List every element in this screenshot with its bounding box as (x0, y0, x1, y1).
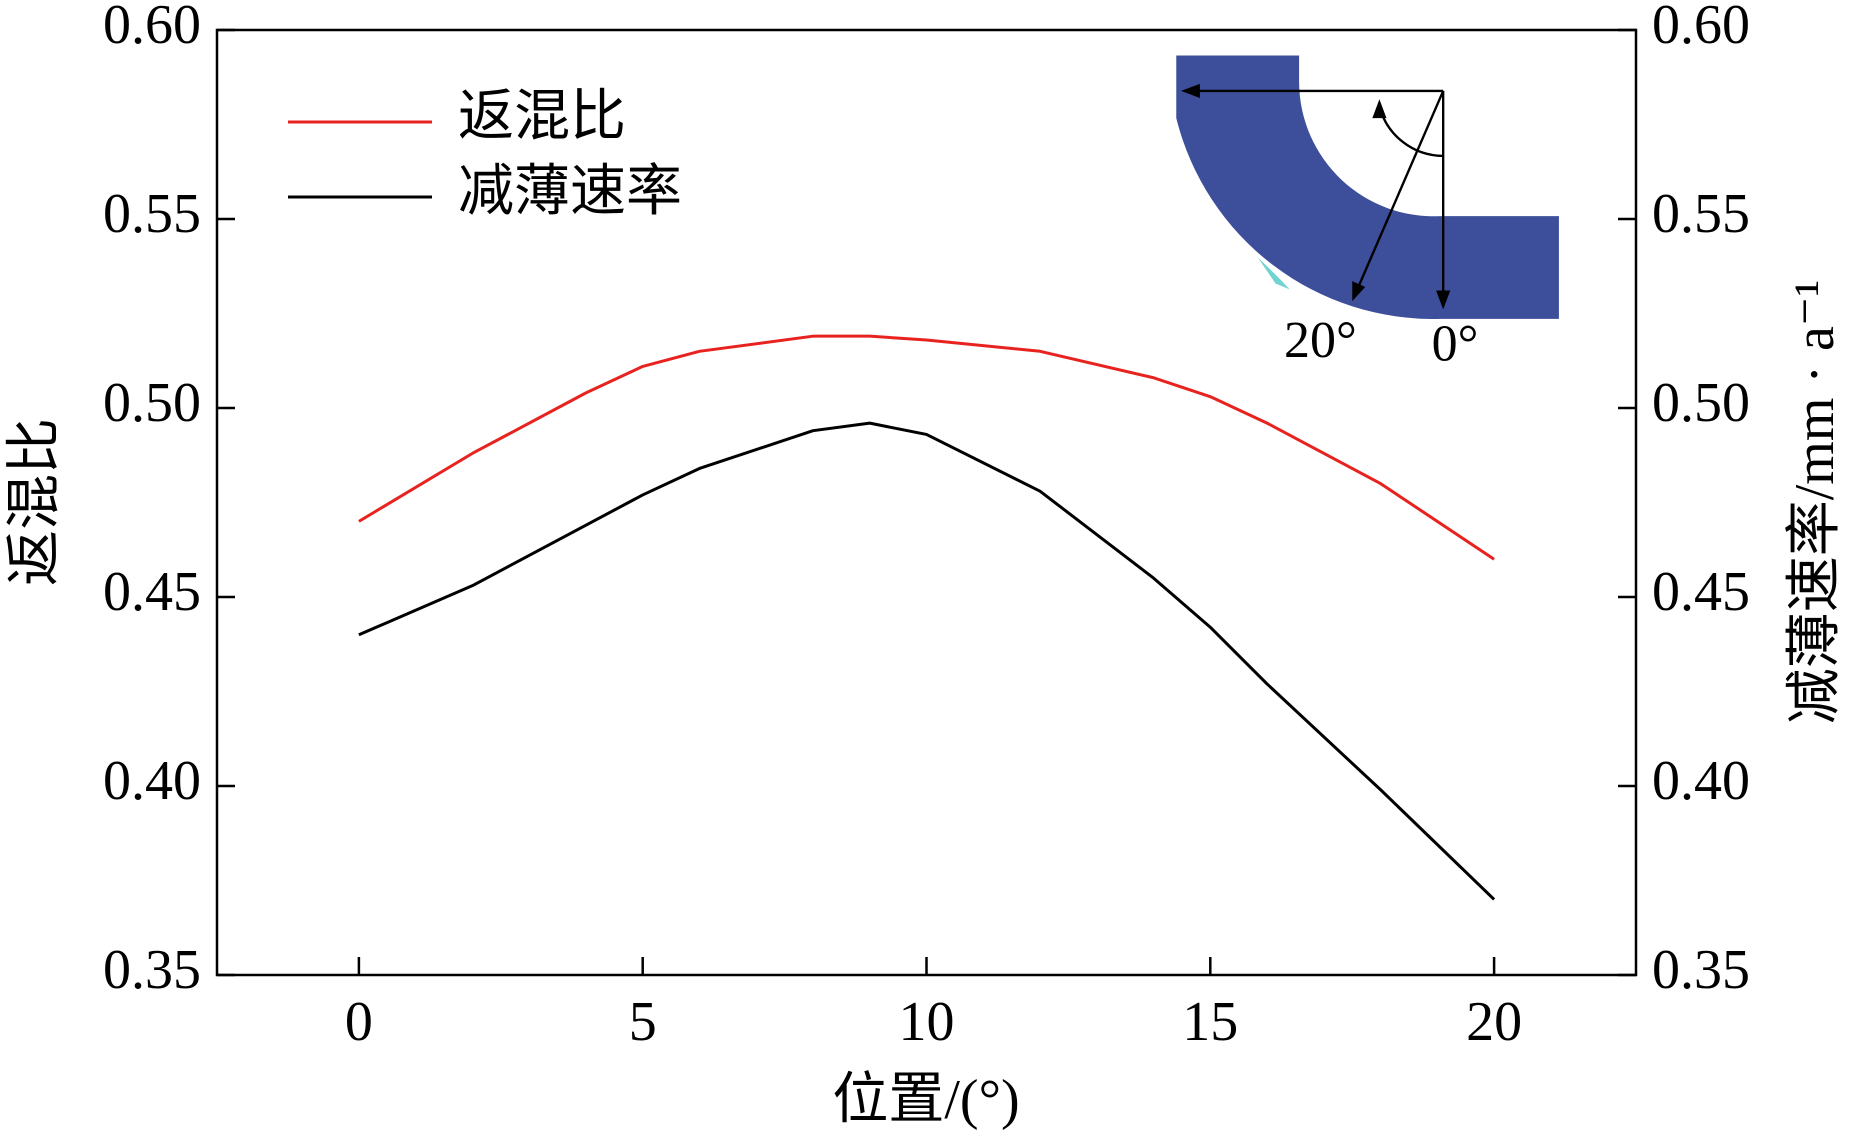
inset: 20° 0° (1176, 55, 1559, 372)
y2-tick-label: 0.45 (1652, 561, 1750, 623)
series-line (358, 334, 1495, 561)
plot-frame (215, 28, 1638, 977)
y2-tick-label: 0.55 (1652, 183, 1750, 245)
x-axis-label: 位置/(°) (832, 1069, 1019, 1131)
x-tick-label: 5 (629, 991, 657, 1053)
y-tick-label: 0.60 (103, 0, 201, 56)
x-tick-label: 10 (899, 991, 955, 1053)
y2-tick-label: 0.35 (1652, 939, 1750, 1001)
legend-label: 返混比 (458, 86, 626, 148)
inset-label: 0° (1432, 315, 1479, 372)
inset-hotspot (1257, 257, 1290, 290)
y-tick-label: 0.45 (103, 561, 201, 623)
x-tick-label: 0 (345, 991, 373, 1053)
y2-axis-label: 减薄速率/mm · a⁻¹ (1784, 280, 1846, 725)
inset-arrows (1186, 89, 1445, 302)
y-tick-label: 0.55 (103, 183, 201, 245)
y2-tick-label: 0.60 (1652, 0, 1750, 56)
y-tick-label: 0.40 (103, 750, 201, 812)
y-tick-label: 0.50 (103, 372, 201, 434)
x-tick-label: 20 (1466, 991, 1522, 1053)
y-tick-label: 0.35 (103, 939, 201, 1001)
x-tick-label: 15 (1182, 991, 1238, 1053)
series-line (358, 421, 1496, 901)
y2-tick-label: 0.50 (1652, 372, 1750, 434)
y-axis-label: 返混比 (4, 418, 66, 586)
inset-arrowheads (1181, 83, 1451, 310)
inset-pipe (1176, 55, 1559, 319)
inset-label: 20° (1284, 312, 1357, 369)
legend-label: 减薄速率 (458, 161, 682, 223)
y2-tick-label: 0.40 (1652, 750, 1750, 812)
